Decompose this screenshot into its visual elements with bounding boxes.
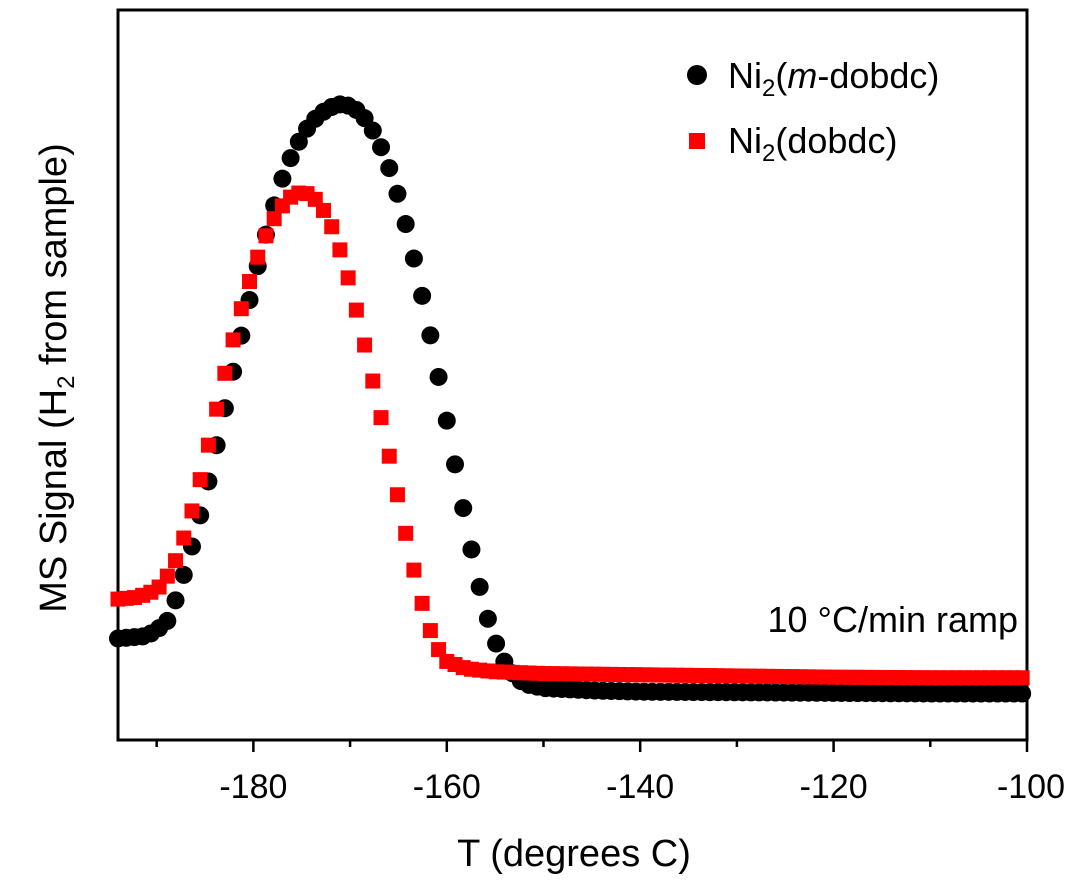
x-tick-label: -120 <box>800 768 868 806</box>
data-point-square <box>332 242 348 258</box>
data-point-square <box>373 410 389 426</box>
data-point-circle <box>429 367 448 386</box>
data-point-circle <box>289 132 308 151</box>
x-axis-ticks: -180 -160 -140 -120 -100 <box>155 740 1065 806</box>
plot-border <box>116 8 1029 742</box>
data-point-square <box>250 249 266 265</box>
data-point-circle <box>437 411 456 430</box>
legend-marker-ni2-dobdc <box>689 133 705 149</box>
x-tick-label: -180 <box>219 768 287 806</box>
legend: Ni2(m-dobdc) Ni2(dobdc) <box>687 55 939 167</box>
data-point-circle <box>446 455 465 474</box>
data-point-square <box>168 553 184 569</box>
data-point-square <box>414 595 430 611</box>
x-tick-label: -140 <box>606 768 674 806</box>
data-point-square <box>242 274 258 289</box>
data-point-square <box>200 437 216 453</box>
x-tick-label: -100 <box>997 768 1065 806</box>
data-point-circle <box>281 149 300 168</box>
data-point-square <box>192 472 208 488</box>
data-point-circle <box>462 540 481 559</box>
data-point-square <box>1014 670 1030 686</box>
data-point-square <box>422 623 438 639</box>
data-point-circle <box>478 609 497 628</box>
data-point-circle <box>273 169 292 188</box>
y-axis-title: MS Signal (H2 from sample) <box>33 143 80 612</box>
data-point-square <box>176 530 192 546</box>
data-point-square <box>184 503 200 519</box>
data-point-square <box>389 487 405 503</box>
legend-label-ni2-dobdc: Ni2(dobdc) <box>728 120 897 167</box>
data-point-square <box>315 202 331 218</box>
data-point-circle <box>372 138 391 157</box>
data-point-square <box>266 211 282 227</box>
data-point-circle <box>487 634 506 653</box>
data-point-circle <box>363 121 382 140</box>
data-point-circle <box>388 184 407 203</box>
data-point-circle <box>470 577 489 596</box>
data-point-circle <box>413 286 432 305</box>
series-ni2-dobdc <box>110 185 1030 686</box>
data-point-square <box>217 365 233 381</box>
data-point-circle <box>396 215 415 234</box>
data-point-square <box>209 401 225 417</box>
x-axis-title: T (degrees C) <box>457 833 691 875</box>
data-point-circle <box>404 249 423 268</box>
data-point-circle <box>380 159 399 178</box>
data-point-square <box>431 642 447 658</box>
data-point-square <box>365 373 381 389</box>
ramp-annotation: 10 °C/min ramp <box>768 599 1018 640</box>
data-point-circle <box>158 611 177 630</box>
data-point-square <box>406 562 422 578</box>
data-point-square <box>357 337 373 353</box>
legend-marker-ni2-m-dobdc <box>687 65 707 85</box>
data-point-circle <box>174 565 193 584</box>
series-layer <box>109 95 1032 703</box>
x-tick-label: -160 <box>413 768 481 806</box>
data-point-square <box>225 332 241 348</box>
data-point-circle <box>454 499 473 518</box>
y-axis-title-group: MS Signal (H2 from sample) <box>33 143 80 612</box>
data-point-square <box>381 448 397 464</box>
data-point-circle <box>421 326 440 345</box>
data-point-square <box>340 270 356 286</box>
data-point-square <box>159 568 175 584</box>
data-point-square <box>348 302 364 318</box>
data-point-square <box>233 301 249 317</box>
series-ni2-m-dobdc <box>109 95 1032 703</box>
data-point-square <box>324 219 340 235</box>
data-point-square <box>258 228 274 244</box>
data-point-square <box>398 525 414 541</box>
data-point-circle <box>166 591 185 610</box>
legend-label-ni2-m-dobdc: Ni2(m-dobdc) <box>728 55 939 102</box>
data-point-circle <box>1013 684 1032 703</box>
plot-frame <box>116 8 1029 742</box>
